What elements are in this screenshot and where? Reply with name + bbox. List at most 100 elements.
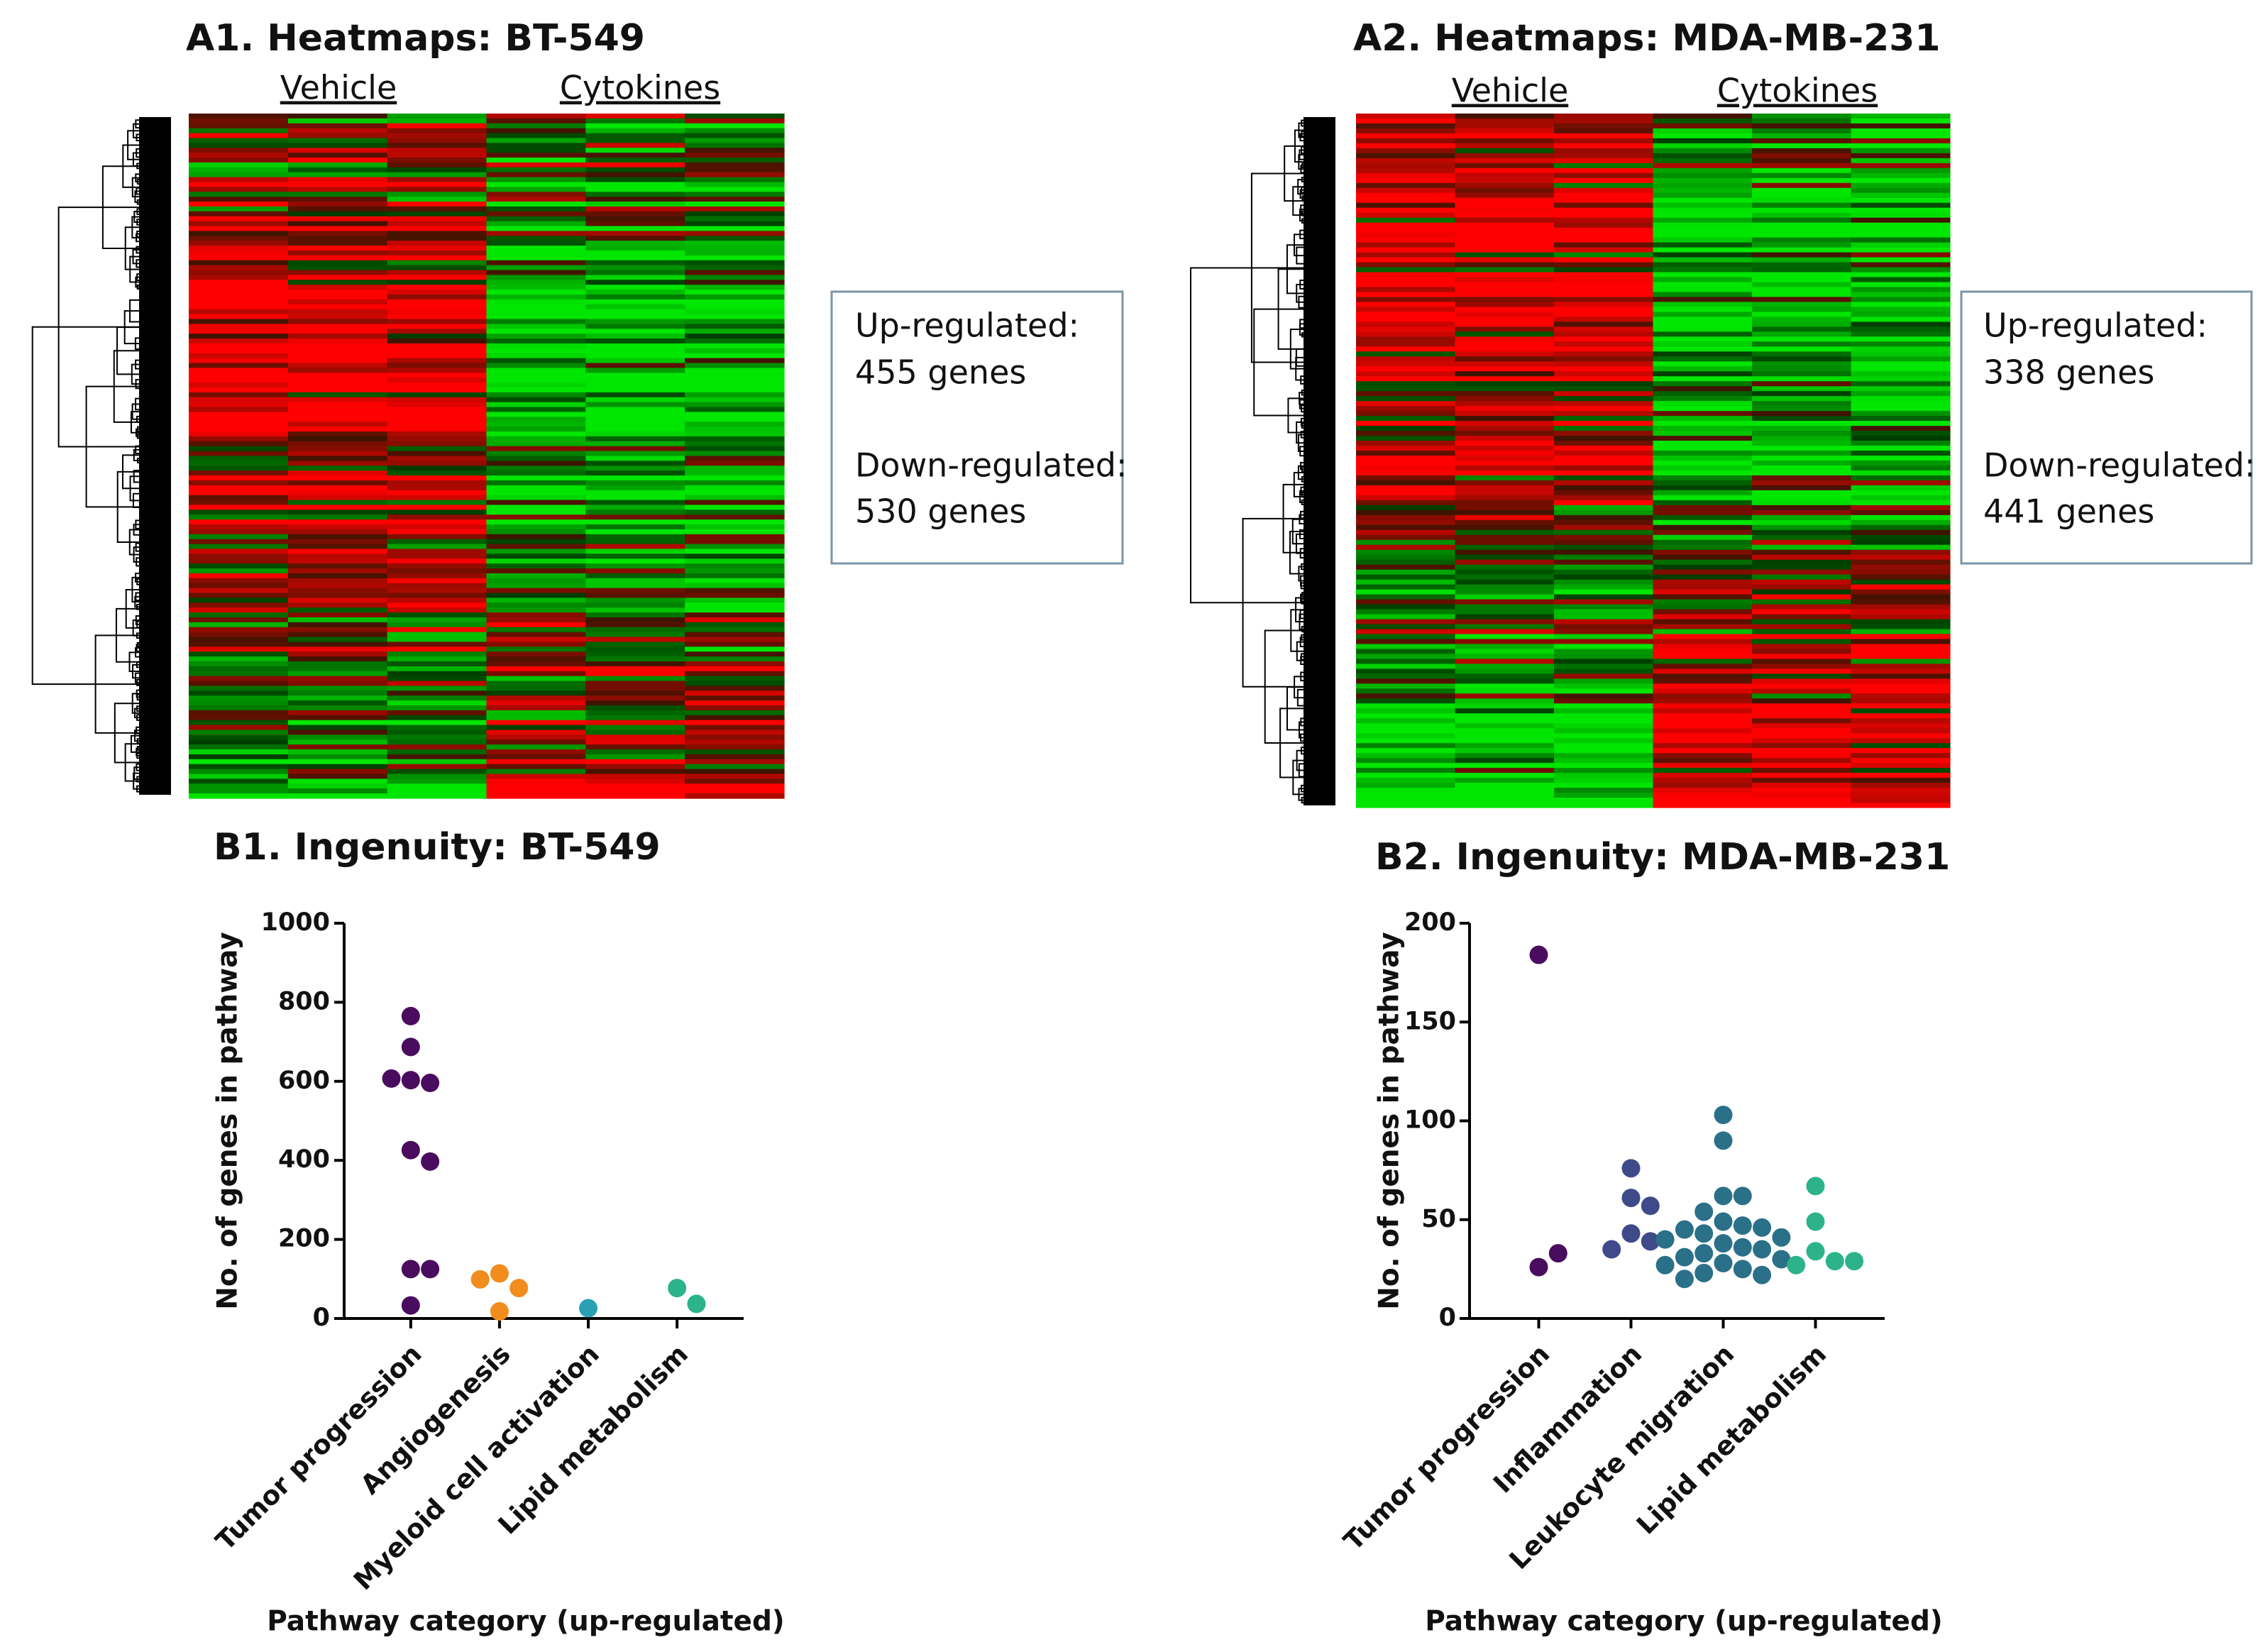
- heatmap-cell: [585, 167, 685, 173]
- heatmap-cell: [685, 206, 785, 212]
- heatmap-cell: [585, 206, 685, 212]
- heatmap-cell: [486, 143, 586, 148]
- heatmap-cell: [486, 270, 586, 276]
- heatmap-cell: [685, 172, 785, 178]
- heatmap-cell: [1554, 172, 1654, 179]
- heatmap-cell: [189, 304, 289, 310]
- heatmap-cell: [585, 729, 685, 735]
- heatmap-cell: [189, 309, 289, 315]
- heatmap-cell: [1356, 534, 1456, 541]
- heatmap-cell: [486, 382, 586, 388]
- heatmap-cell: [1554, 708, 1654, 714]
- heatmap-cell: [1455, 514, 1555, 521]
- data-point: [1694, 1224, 1714, 1243]
- heatmap-cell: [1554, 441, 1654, 446]
- heatmap-cell: [189, 143, 289, 148]
- heatmap-cell: [685, 480, 785, 486]
- heatmap-cell: [1851, 163, 1951, 169]
- heatmap-cell: [287, 490, 388, 496]
- heatmap-cell: [585, 158, 685, 163]
- heatmap-cell: [1554, 683, 1654, 689]
- heatmap-cell: [486, 334, 586, 339]
- heatmap-cell: [189, 270, 289, 276]
- heatmap-cell: [1356, 138, 1456, 144]
- data-point: [490, 1264, 509, 1283]
- heatmap-cell: [1455, 356, 1555, 362]
- heatmap-cell: [486, 617, 586, 623]
- heatmap-cell: [1752, 698, 1852, 704]
- heatmap-cell: [387, 294, 487, 300]
- heatmap-cell: [1851, 192, 1951, 199]
- heatmap-cell: [585, 578, 685, 584]
- heatmap-cell: [189, 578, 289, 584]
- heatmap-cell: [1851, 569, 1951, 576]
- heatmap-cell: [685, 500, 785, 506]
- heatmap-cell: [287, 270, 388, 276]
- data-point: [401, 1140, 420, 1160]
- y-tick-label: 800: [278, 987, 330, 1015]
- heatmap-cell: [387, 436, 487, 442]
- heatmap-cell: [1356, 495, 1456, 501]
- heatmap-cell: [1455, 505, 1555, 511]
- heatmap-cell: [1851, 649, 1951, 655]
- heatmap-cell: [287, 524, 388, 530]
- heatmap-cell: [1653, 500, 1753, 506]
- heatmap-cell: [1851, 321, 1951, 327]
- heatmap-cell: [1455, 346, 1555, 352]
- heatmap-cell: [1851, 559, 1951, 566]
- heatmap-cell: [1455, 361, 1555, 367]
- heatmap-cell: [189, 549, 289, 554]
- heatmap-cell: [585, 519, 685, 525]
- heatmap-cell: [1554, 356, 1654, 362]
- heatmap-cell: [287, 676, 388, 682]
- heatmap-cell: [1752, 386, 1852, 392]
- heatmap-cell: [387, 451, 487, 457]
- heatmap-cell: [1356, 302, 1456, 308]
- heatmap-cell: [1554, 619, 1654, 625]
- heatmap-cell: [189, 451, 289, 457]
- heatmap-cell: [486, 788, 586, 794]
- heatmap-cell: [1653, 456, 1753, 461]
- heatmap-cell: [486, 637, 586, 643]
- heatmap-cell: [1554, 614, 1654, 620]
- heatmap-cell: [685, 700, 785, 706]
- heatmap-cell: [287, 290, 388, 295]
- heatmap-cell: [287, 353, 388, 359]
- heatmap-cell: [585, 348, 685, 354]
- heatmap-cell: [1455, 475, 1555, 481]
- heatmap-cell: [1752, 182, 1852, 189]
- heatmap-cell: [1554, 688, 1654, 694]
- heatmap-cell: [1554, 584, 1654, 590]
- heatmap-cell: [685, 451, 785, 457]
- heatmap-cell: [585, 637, 685, 643]
- heatmap-cell: [685, 128, 785, 134]
- heatmap-cell: [1554, 212, 1654, 219]
- heatmap-cell: [585, 715, 685, 721]
- heatmap-cell: [1752, 475, 1852, 481]
- heatmap-cell: [486, 226, 586, 232]
- heatmap-cell: [585, 246, 685, 251]
- heatmap-cell: [1653, 529, 1753, 536]
- heatmap-cell: [1851, 688, 1951, 694]
- heatmap-cell: [1752, 292, 1852, 298]
- heatmap-cell: [486, 773, 586, 780]
- heatmap-cell: [287, 593, 388, 598]
- heatmap-cell: [1554, 326, 1654, 332]
- heatmap-cell: [287, 549, 388, 554]
- heatmap-cell: [1356, 659, 1456, 665]
- heatmap-cell: [287, 519, 388, 525]
- heatmap-cell: [287, 407, 388, 413]
- heatmap-cell: [387, 172, 487, 178]
- heatmap-cell: [1851, 629, 1951, 635]
- heatmap-cell: [189, 573, 289, 579]
- heatmap-cell: [585, 329, 685, 334]
- heatmap-cell: [1851, 401, 1951, 407]
- heatmap-cell: [1653, 431, 1753, 436]
- heatmap-cell: [1356, 456, 1456, 461]
- heatmap-cell: [486, 588, 586, 594]
- heatmap-cell: [585, 387, 685, 393]
- heatmap-cell: [387, 187, 487, 192]
- heatmap-cell: [387, 578, 487, 584]
- heatmap-cell: [287, 734, 388, 740]
- heatmap-cell: [1851, 683, 1951, 689]
